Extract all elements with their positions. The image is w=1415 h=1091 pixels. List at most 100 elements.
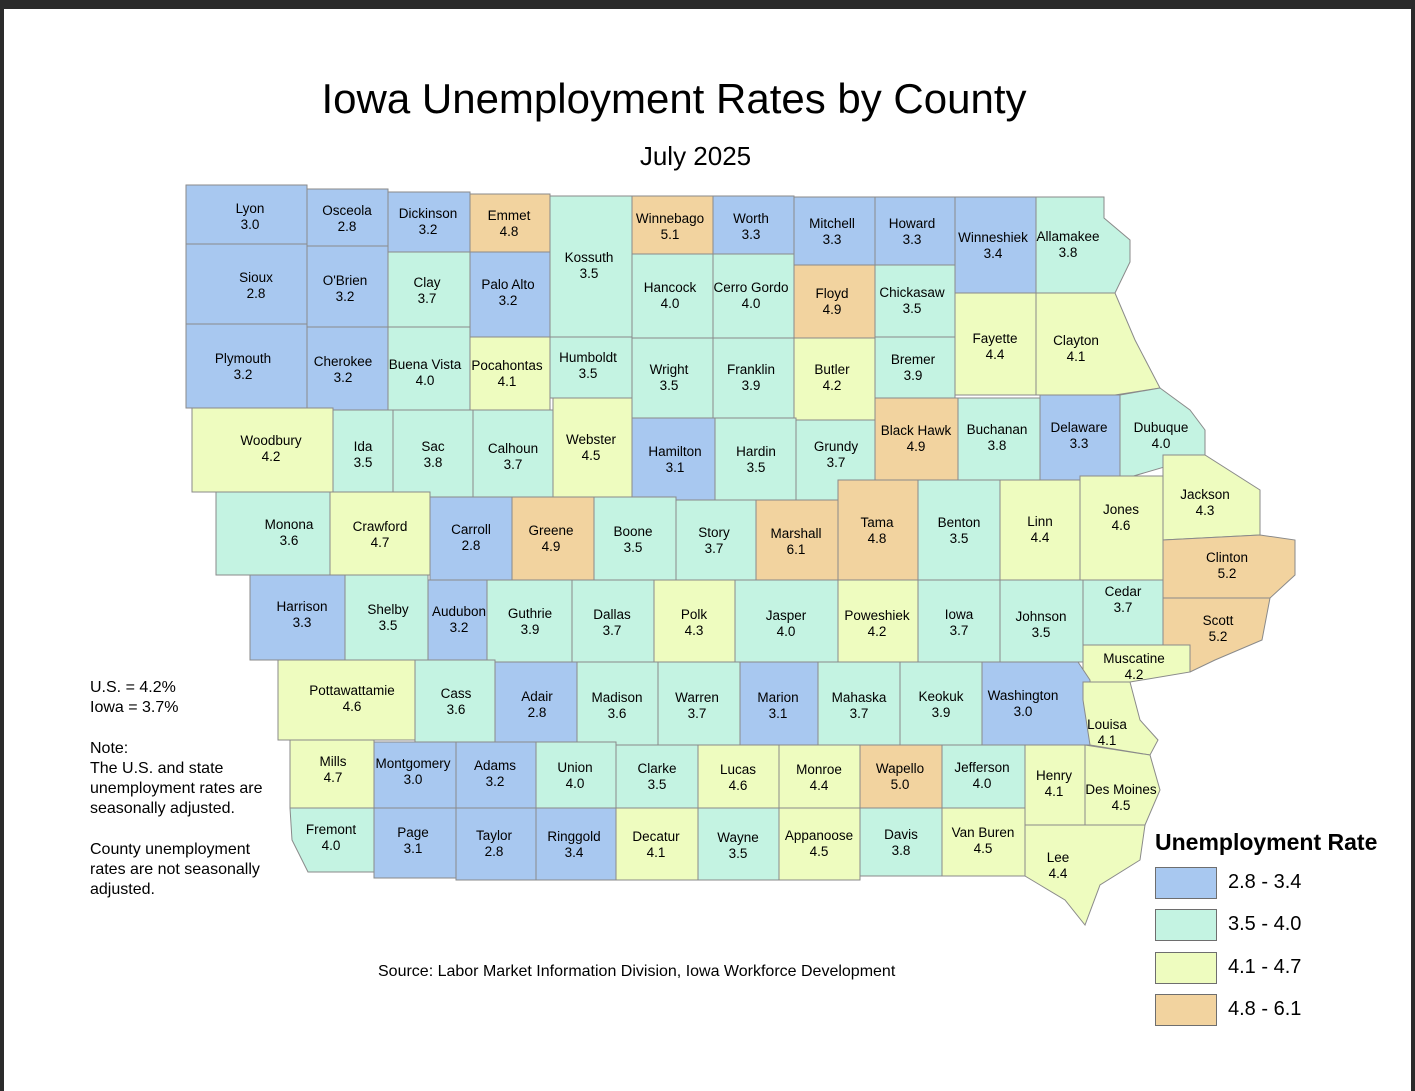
county-rate-label: 2.8 <box>528 705 547 720</box>
county-name-label: Audubon <box>432 604 486 619</box>
county-rate-label: 4.1 <box>1067 349 1086 364</box>
county-rate-label: 3.1 <box>404 841 423 856</box>
county-winneshiek <box>954 196 1037 294</box>
county-rate-label: 3.3 <box>742 227 761 242</box>
county-rate-label: 4.0 <box>1152 436 1171 451</box>
county-washington <box>981 661 1091 746</box>
county-name-label: Page <box>397 825 429 840</box>
county-rate-label: 3.3 <box>293 615 312 630</box>
county-hamilton <box>631 417 716 501</box>
county-rate-label: 4.1 <box>1045 784 1064 799</box>
county-rate-label: 4.0 <box>661 296 680 311</box>
county-rate-label: 4.4 <box>986 347 1005 362</box>
legend-item: 3.5 - 4.0 <box>1155 909 1415 943</box>
county-guthrie <box>486 579 573 663</box>
legend-title: Unemployment Rate <box>1155 829 1378 855</box>
county-rate-label: 4.8 <box>868 531 887 546</box>
county-name-label: Fremont <box>306 822 357 837</box>
county-rate-label: 4.8 <box>500 224 519 239</box>
county-rate-label: 2.8 <box>462 538 481 553</box>
county-name-label: Franklin <box>727 362 775 377</box>
county-name-label: Floyd <box>815 286 848 301</box>
county-name-label: Howard <box>889 216 936 231</box>
county-name-label: Tama <box>860 515 894 530</box>
county-rate-label: 3.5 <box>903 301 922 316</box>
county-name-label: Taylor <box>476 828 513 843</box>
county-hardin <box>714 417 797 501</box>
county-name-label: Marshall <box>770 526 821 541</box>
county-rate-label: 4.3 <box>1196 503 1215 518</box>
county-name-label: Ida <box>354 439 373 454</box>
county-rate-label: 3.9 <box>742 378 761 393</box>
county-name-label: Hancock <box>644 280 697 295</box>
county-rate-label: 3.7 <box>504 457 523 472</box>
county-rate-label: 4.9 <box>823 302 842 317</box>
county-name-label: Union <box>557 760 592 775</box>
county-name-label: Davis <box>884 827 918 842</box>
county-rate-label: 4.4 <box>810 778 829 793</box>
county-rate-label: 3.8 <box>424 455 443 470</box>
county-name-label: Dallas <box>593 607 631 622</box>
county-name-label: Plymouth <box>215 351 271 366</box>
county-name-label: Fayette <box>972 331 1017 346</box>
county-note-line: adjusted. <box>90 881 155 898</box>
county-rate-label: 3.5 <box>950 531 969 546</box>
county-name-label: Lyon <box>236 201 265 216</box>
county-name-label: Lee <box>1047 850 1070 865</box>
county-rate-label: 3.7 <box>950 623 969 638</box>
county-rate-label: 3.0 <box>1014 704 1033 719</box>
county-rate-label: 3.2 <box>499 293 518 308</box>
county-name-label: Des Moines <box>1085 782 1157 797</box>
county-rate-label: 4.5 <box>582 448 601 463</box>
county-name-label: Wapello <box>876 761 924 776</box>
county-rate-label: 3.7 <box>603 623 622 638</box>
county-rate-label: 3.5 <box>579 366 598 381</box>
county-name-label: Shelby <box>367 602 409 617</box>
county-name-label: Woodbury <box>240 433 302 448</box>
county-rate-label: 4.0 <box>742 296 761 311</box>
county-rate-label: 3.8 <box>892 843 911 858</box>
county-rate-label: 3.6 <box>280 533 299 548</box>
county-name-label: Cerro Gordo <box>713 280 788 295</box>
county-allamakee <box>1035 196 1131 294</box>
county-name-label: Van Buren <box>952 825 1015 840</box>
county-cass <box>414 659 496 743</box>
county-name-label: Delaware <box>1050 420 1107 435</box>
county-rate-label: 4.0 <box>566 776 585 791</box>
county-rate-label: 4.9 <box>907 439 926 454</box>
county-name-label: Scott <box>1203 613 1234 628</box>
county-louisa <box>1082 681 1159 756</box>
county-name-label: Calhoun <box>488 441 538 456</box>
county-rate-label: 4.5 <box>1112 798 1131 813</box>
county-name-label: Henry <box>1036 768 1072 783</box>
county-rate-label: 4.5 <box>974 841 993 856</box>
county-note-line: rates are not seasonally <box>90 861 260 878</box>
county-rate-label: 4.1 <box>498 374 517 389</box>
county-name-label: Adams <box>474 758 516 773</box>
note-heading: Note: <box>90 740 129 757</box>
county-rate-label: 3.6 <box>608 706 627 721</box>
county-name-label: Winneshiek <box>958 230 1028 245</box>
county-name-label: Poweshiek <box>844 608 910 623</box>
county-rate-label: 3.5 <box>648 777 667 792</box>
legend-item: 4.8 - 6.1 <box>1155 994 1415 1028</box>
map-title: Iowa Unemployment Rates by County <box>321 75 1027 122</box>
county-name-label: Webster <box>566 432 617 447</box>
county-name-label: Jones <box>1103 502 1139 517</box>
county-name-label: Humboldt <box>559 350 617 365</box>
county-rate-label: 3.5 <box>660 378 679 393</box>
county-name-label: Dickinson <box>399 206 458 221</box>
county-rate-label: 3.7 <box>418 291 437 306</box>
county-rate-label: 3.4 <box>984 246 1003 261</box>
county-rate-label: 4.2 <box>823 378 842 393</box>
legend-label: 2.8 - 3.4 <box>1228 871 1302 893</box>
county-name-label: Jefferson <box>954 760 1009 775</box>
county-rate-label: 5.2 <box>1209 629 1228 644</box>
county-name-label: Crawford <box>353 519 408 534</box>
county-monona <box>215 491 331 576</box>
county-name-label: Monroe <box>796 762 842 777</box>
county-story <box>675 499 757 581</box>
county-rate-label: 4.3 <box>685 623 704 638</box>
county-name-label: Wayne <box>717 830 759 845</box>
county-rate-label: 4.6 <box>1112 518 1131 533</box>
